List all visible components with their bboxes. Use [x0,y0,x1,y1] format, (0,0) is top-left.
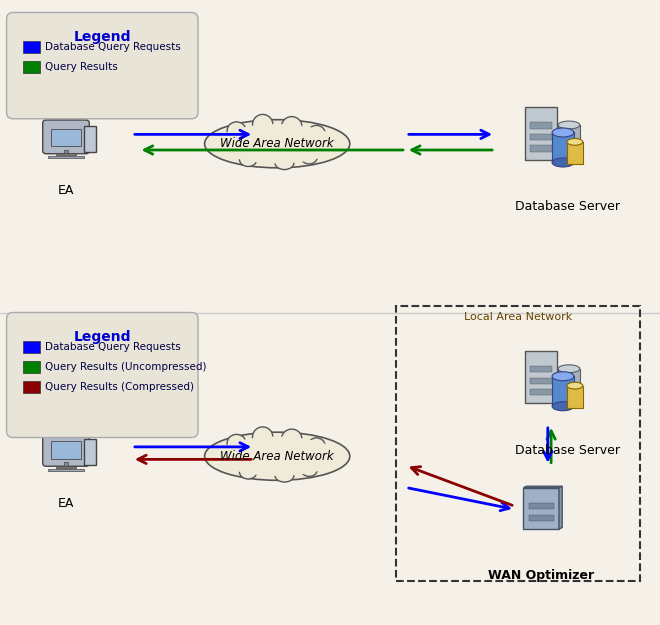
Bar [552,376,574,406]
Ellipse shape [227,434,246,452]
Text: Local Area Network: Local Area Network [464,312,572,322]
Text: Legend: Legend [73,30,131,44]
Text: Query Results (Uncompressed): Query Results (Uncompressed) [45,362,207,372]
Bar [567,386,583,408]
Text: EA: EA [58,184,74,198]
FancyBboxPatch shape [7,312,198,438]
Ellipse shape [253,114,273,134]
Ellipse shape [552,158,574,167]
Text: Database Server: Database Server [515,444,620,457]
Text: Legend: Legend [73,330,131,344]
FancyBboxPatch shape [43,120,89,154]
Ellipse shape [552,128,574,137]
Bar [558,125,579,151]
Text: WAN Optimizer: WAN Optimizer [488,569,594,582]
Bar [63,462,69,466]
Bar [530,378,552,384]
Ellipse shape [552,372,574,381]
Ellipse shape [301,464,317,476]
Bar [525,351,557,403]
Ellipse shape [205,120,350,168]
Bar [558,369,579,395]
Bar [56,466,76,468]
Ellipse shape [282,429,302,448]
Bar [23,381,40,393]
Ellipse shape [253,427,273,447]
Ellipse shape [227,122,246,139]
Bar [530,122,552,129]
Ellipse shape [215,124,339,163]
FancyBboxPatch shape [7,12,198,119]
Bar [552,132,574,162]
Ellipse shape [558,365,579,372]
Bar [51,129,81,146]
Bar [23,41,40,53]
Text: Query Results: Query Results [45,62,117,72]
Ellipse shape [308,126,325,141]
Ellipse shape [205,432,350,480]
Bar [530,146,552,152]
Bar [23,361,40,373]
Bar [530,389,552,396]
Ellipse shape [567,139,583,145]
Bar [530,366,552,372]
Ellipse shape [567,382,583,389]
Ellipse shape [308,438,325,454]
Bar [523,488,559,529]
Ellipse shape [240,465,257,479]
Bar [530,134,552,140]
Bar [84,126,96,152]
Bar [23,61,40,73]
Ellipse shape [558,121,579,129]
Text: Wide Area Network: Wide Area Network [220,138,334,150]
Polygon shape [559,486,562,529]
Text: Database Query Requests: Database Query Requests [45,342,181,352]
Text: EA: EA [58,497,74,510]
Text: Database Query Requests: Database Query Requests [45,42,181,52]
Polygon shape [523,486,562,488]
Bar [56,153,76,156]
Bar [529,503,554,509]
Ellipse shape [552,402,574,411]
Bar [48,156,84,158]
Bar [84,439,96,465]
Bar [48,469,84,471]
Text: Query Results (Compressed): Query Results (Compressed) [45,382,194,392]
Bar [567,142,583,164]
Ellipse shape [215,436,339,476]
Bar [23,341,40,353]
Ellipse shape [275,469,294,482]
Text: Database Server: Database Server [515,200,620,213]
Text: Wide Area Network: Wide Area Network [220,450,334,462]
Bar [51,441,81,459]
Ellipse shape [301,152,317,164]
Bar [529,514,554,521]
Bar [63,150,69,153]
Bar [525,107,557,159]
FancyBboxPatch shape [43,432,89,466]
Ellipse shape [282,117,302,136]
Ellipse shape [240,152,257,166]
Ellipse shape [275,156,294,169]
